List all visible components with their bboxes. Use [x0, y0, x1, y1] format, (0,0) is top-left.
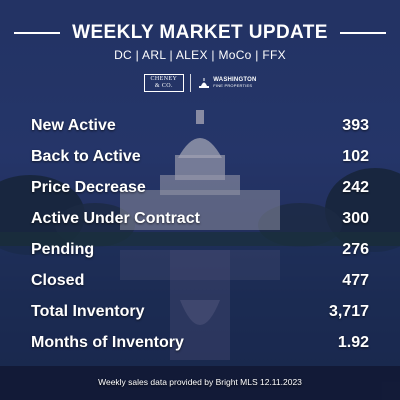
capitol-dome-icon	[199, 78, 210, 88]
stat-value: 300	[342, 210, 369, 227]
stat-label: Total Inventory	[31, 303, 145, 320]
page-title: WEEKLY MARKET UPDATE	[72, 22, 328, 43]
stat-value: 242	[342, 179, 369, 196]
cheney-logo-line1: CHENEY	[150, 76, 178, 82]
stat-label: Months of Inventory	[31, 334, 184, 351]
stat-value: 276	[342, 241, 369, 258]
source-footnote: Weekly sales data provided by Bright MLS…	[98, 377, 302, 387]
header: WEEKLY MARKET UPDATE	[0, 20, 400, 46]
stat-row-pending: Pending 276	[31, 237, 369, 263]
stat-label: Active Under Contract	[31, 210, 200, 227]
stat-label: Price Decrease	[31, 179, 146, 196]
stat-value: 3,717	[328, 303, 369, 320]
washington-fine-properties-logo: WASHINGTON FINE PROPERTIES	[197, 76, 256, 90]
logo-divider	[190, 74, 192, 92]
stat-row-total-inventory: Total Inventory 3,717	[31, 299, 369, 325]
stat-row-closed: Closed 477	[31, 268, 369, 294]
title-rule-left	[14, 32, 61, 34]
stat-value: 477	[342, 272, 369, 289]
stat-label: Closed	[31, 272, 85, 289]
stat-label: Pending	[31, 241, 95, 258]
stat-row-price-decrease: Price Decrease 242	[31, 175, 369, 201]
stat-row-active-under-contract: Active Under Contract 300	[31, 206, 369, 232]
stat-label: Back to Active	[31, 148, 141, 165]
stat-value: 393	[342, 117, 369, 134]
washington-logo-line1: WASHINGTON	[213, 77, 257, 83]
regions-subtitle: DC | ARL | ALEX | MoCo | FFX	[114, 48, 286, 62]
stat-value: 1.92	[337, 334, 369, 351]
stat-label: New Active	[31, 117, 116, 134]
brand-logos: CHENEY & CO. WASHINGTON FINE PROPERTIES	[0, 72, 400, 94]
stat-row-new-active: New Active 393	[31, 113, 369, 139]
stat-row-back-to-active: Back to Active 102	[31, 144, 369, 170]
stat-value: 102	[342, 148, 369, 165]
stat-row-months-of-inventory: Months of Inventory 1.92	[31, 330, 369, 356]
cheney-logo-line2: & CO.	[154, 83, 173, 89]
cheney-logo: CHENEY & CO.	[143, 74, 185, 92]
washington-logo-line2: FINE PROPERTIES	[213, 83, 253, 88]
title-rule-right	[339, 32, 386, 34]
